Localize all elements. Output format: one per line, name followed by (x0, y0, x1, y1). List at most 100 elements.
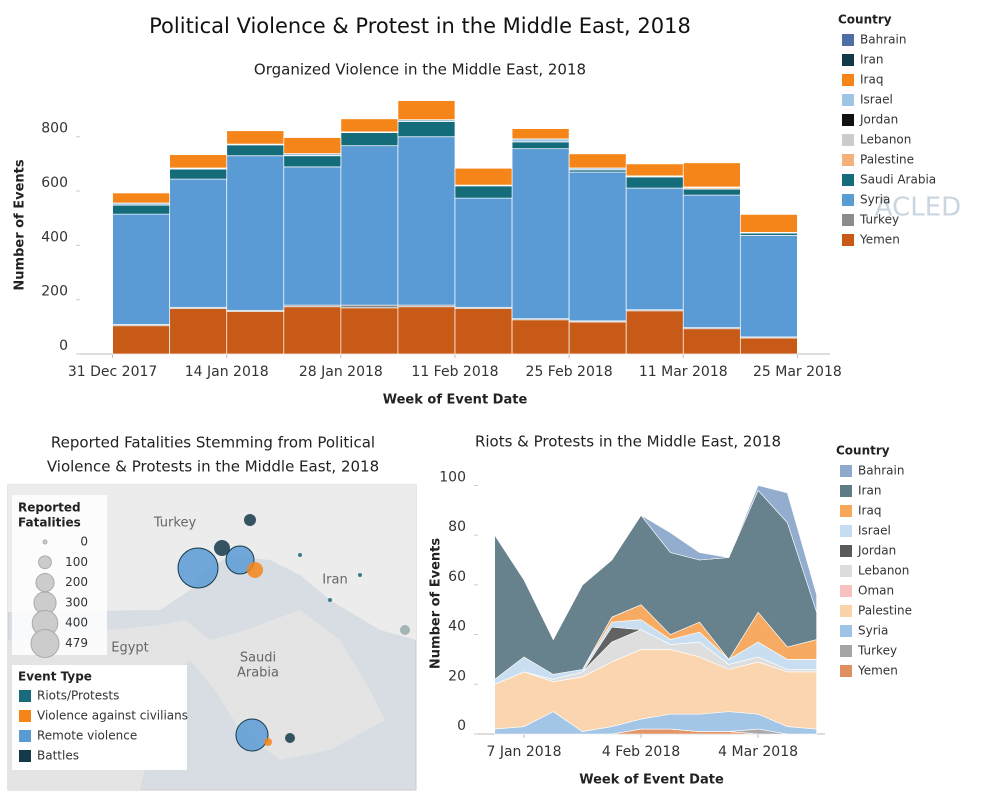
x-tick-label: 14 Jan 2018 (185, 364, 269, 380)
x-tick-label: 25 Feb 2018 (526, 364, 613, 380)
bar-segment (226, 130, 285, 145)
bar-segment (682, 188, 741, 196)
size-legend-label: 300 (65, 595, 88, 609)
bar-segment (340, 304, 399, 309)
bar-segment (169, 308, 228, 355)
legend-label: Jordan (859, 113, 898, 127)
map-bubbles (177, 514, 410, 752)
y-tick-label: 800 (41, 121, 68, 137)
bar-segment (454, 167, 513, 186)
map-bubble (400, 625, 410, 635)
legend-label: Lebanon (858, 564, 909, 578)
legend-label: Turkey (859, 213, 899, 227)
bar-segment (625, 163, 684, 177)
map-bubble (244, 514, 256, 526)
bar-segment (568, 153, 627, 169)
y-axis-label: Number of Events (429, 538, 444, 669)
bar-segment (169, 154, 228, 169)
size-legend-circle (35, 573, 55, 593)
legend-label: Bahrain (858, 464, 904, 478)
y-axis-label: Number of Events (13, 159, 28, 290)
chart-title: Organized Violence in the Middle East, 2… (254, 61, 586, 79)
x-axis-label: Week of Event Date (383, 393, 528, 408)
legend-swatch (842, 74, 854, 86)
bar-segment (568, 321, 627, 355)
bar-segment (283, 166, 342, 306)
map-bubble (285, 733, 295, 743)
legend-label: Jordan (857, 544, 896, 558)
bar-segment (511, 141, 570, 150)
bar-segment (283, 306, 342, 355)
color-legend-box (12, 665, 187, 770)
legend-swatch (840, 485, 852, 497)
legend-swatch (842, 54, 854, 66)
map-bubble (225, 545, 255, 575)
bar-segment (739, 337, 798, 355)
bar-segment (625, 187, 684, 311)
legend-label: Israel (858, 524, 891, 538)
bar-segment (625, 176, 684, 189)
bar-segment (226, 311, 285, 355)
bar-segment (283, 155, 342, 168)
legend-swatch (19, 690, 31, 702)
x-tick-label: 7 Jan 2018 (486, 744, 561, 760)
map-title: Reported Fatalities Stemming from Politi… (51, 434, 375, 452)
legend-swatch (840, 465, 852, 477)
y-tick-label: 600 (41, 175, 68, 191)
bar-segment (511, 319, 570, 355)
legend-swatch (840, 545, 852, 557)
y-tick-label: 80 (448, 519, 466, 535)
y-tick-label: 20 (448, 668, 466, 684)
size-legend-label: 100 (65, 555, 88, 569)
map-bubble (298, 553, 302, 557)
bar-segment (397, 136, 456, 306)
legend-title: Country (838, 13, 892, 27)
legend-swatch (840, 625, 852, 637)
bar-segment (511, 148, 570, 320)
bar-segment (397, 121, 456, 138)
x-axis-label: Week of Event Date (579, 773, 724, 788)
size-legend-circle (42, 539, 48, 545)
map-bubble (358, 573, 362, 577)
size-legend-label: 200 (65, 575, 88, 589)
legend-label: Turkey (857, 644, 897, 658)
bar-segment (112, 204, 171, 215)
bar-segment (340, 118, 399, 133)
bar-segment (226, 155, 285, 311)
bar-segment (454, 185, 513, 199)
legend-swatch (840, 665, 852, 677)
bar-segment (112, 192, 171, 204)
legend-swatch (840, 605, 852, 617)
bar-segment (511, 128, 570, 140)
size-legend-box (12, 495, 107, 655)
legend-swatch (842, 234, 854, 246)
legend-label: Bahrain (860, 33, 906, 47)
legend-label: Oman (858, 584, 894, 598)
legend-label: Riots/Protests (37, 689, 119, 703)
legend-swatch (842, 134, 854, 146)
legend-swatch (842, 194, 854, 206)
legend-label: Iran (858, 484, 881, 498)
x-tick-label: 4 Mar 2018 (718, 744, 798, 760)
legend-swatch (842, 154, 854, 166)
x-tick-label: 11 Mar 2018 (639, 364, 728, 380)
legend-label: Yemen (857, 664, 898, 678)
bar-segment (112, 325, 171, 355)
y-tick-label: 40 (448, 619, 466, 635)
legend-label: Syria (860, 193, 890, 207)
bar-segment (397, 306, 456, 355)
place-label: Iran (322, 573, 347, 588)
bars (112, 100, 798, 355)
map-bubble (247, 562, 263, 578)
legend-label: Israel (860, 93, 893, 107)
map-title: Violence & Protests in the Middle East, … (47, 458, 379, 476)
chart-title: Riots & Protests in the Middle East, 201… (475, 433, 781, 451)
x-tick-label: 28 Jan 2018 (299, 364, 383, 380)
bar-segment (283, 137, 342, 154)
bar-segment (682, 328, 741, 355)
bar-segment (682, 194, 741, 329)
legend-swatch (842, 34, 854, 46)
size-legend-title: Fatalities (18, 516, 81, 530)
legend-label: Violence against civilians (37, 709, 188, 723)
legend-label: Saudi Arabia (860, 173, 936, 187)
